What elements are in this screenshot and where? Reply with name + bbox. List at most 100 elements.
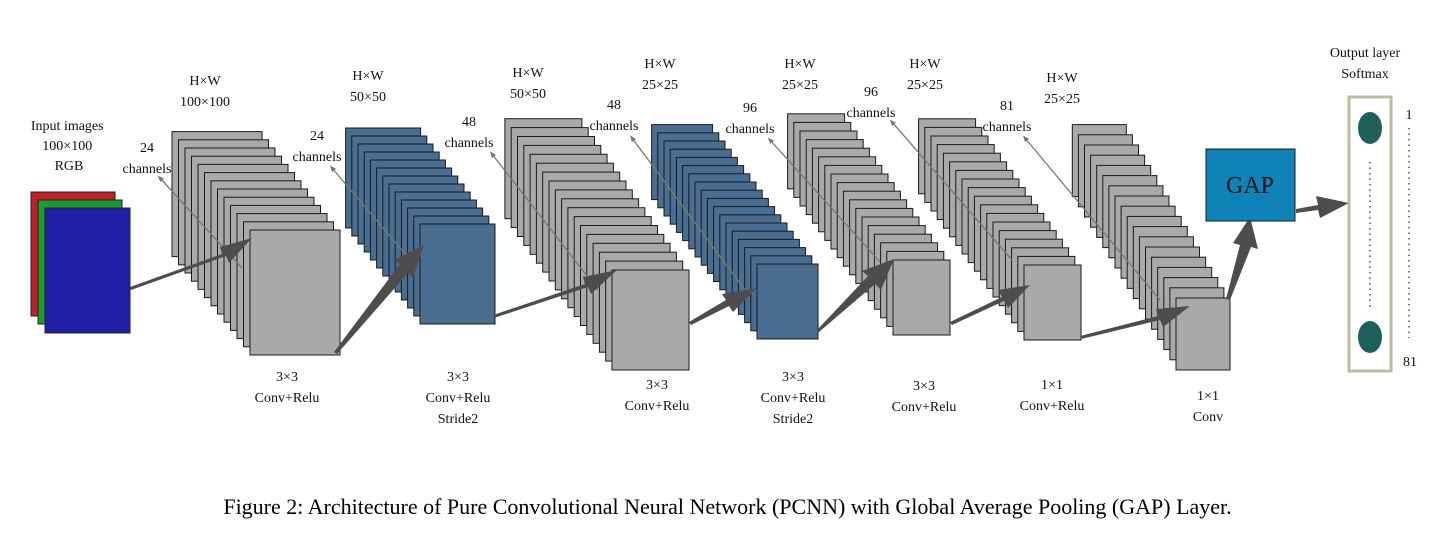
conv2-feature-maps (345, 127, 496, 325)
input-images: Input images 100×100 RGB (30, 119, 131, 334)
conv1-channels-line-2: channels (123, 162, 172, 177)
conv1-feature-map (249, 229, 341, 356)
channel-arrow-conv7 (1022, 135, 1161, 301)
conv4-channels-label: 48 channels (590, 98, 639, 134)
conv7-channels-line-2: channels (983, 120, 1032, 135)
output-layer: Output layer Softmax 1 81 (1330, 46, 1417, 373)
conv1-dims-label: H×W 100×100 (180, 74, 230, 110)
conv3-dims-line-1: H×W (512, 66, 544, 81)
conv2-channels-line-2: channels (293, 150, 342, 165)
conv6-feature-map (1023, 264, 1082, 341)
channels-labels: 24 channels 24 channels 48 channels 48 chann… (123, 85, 1032, 177)
conv7-channels-line-1: 81 (1000, 99, 1014, 114)
output-title: Output layer Softmax (1330, 46, 1401, 82)
dims-labels: H×W 100×100 H×W 50×50 H×W 50×50 H×W 25×25 H×… (180, 57, 1080, 110)
flow-arrow-conv2-conv3 (493, 270, 617, 318)
input-blue-channel (44, 207, 131, 334)
flow-arrows (130, 196, 1349, 354)
channel-arrow-conv6 (889, 119, 1013, 261)
channel-arrow-conv3 (490, 151, 599, 291)
conv6-channels-line-2: channels (847, 106, 896, 121)
conv4-dims-line-1: H×W (644, 57, 676, 72)
output-index-top: 1 (1406, 108, 1413, 123)
conv3-op-label: 3×3 Conv+Relu (625, 378, 690, 414)
input-label: Input images 100×100 RGB (31, 119, 107, 174)
conv2-dims-line-1: H×W (352, 69, 384, 84)
conv1-op-label: 3×3 Conv+Relu (255, 370, 320, 406)
conv2-op-line-1: 3×3 (447, 370, 469, 385)
conv2-dims-label: H×W 50×50 (350, 69, 386, 105)
conv2-dims-line-2: 50×50 (350, 90, 386, 105)
conv6-op-line-2: Conv+Relu (1020, 399, 1085, 414)
conv1-feature-maps (171, 131, 341, 356)
conv3-channels-label: 48 channels (445, 115, 494, 151)
conv1-dims-line-2: 100×100 (180, 95, 230, 110)
conv7-feature-map (1175, 297, 1231, 371)
gap-label: GAP (1226, 173, 1274, 199)
conv4-op-line-3: Stride2 (773, 412, 813, 427)
conv4-dims-line-2: 25×25 (642, 78, 678, 93)
conv3-channels-line-1: 48 (462, 115, 476, 130)
conv5-channels-line-2: channels (726, 122, 775, 137)
conv2-op-line-3: Stride2 (438, 412, 478, 427)
conv1-op-line-1: 3×3 (276, 370, 298, 385)
flow-arrow-conv3-conv4 (689, 288, 757, 325)
conv5-dims-label: H×W 25×25 (782, 57, 818, 93)
output-title-line-1: Output layer (1330, 46, 1401, 61)
channel-arrow-conv5 (767, 137, 881, 263)
flow-arrow-gap-output (1296, 196, 1349, 218)
channel-arrow-conv2 (329, 165, 413, 263)
conv6-dims-line-2: 25×25 (907, 78, 943, 93)
conv5-op-label: 3×3 Conv+Relu (892, 379, 957, 415)
output-node-81 (1358, 321, 1382, 353)
output-index-bottom: 81 (1403, 355, 1417, 370)
conv7-channels-label: 81 channels (983, 99, 1032, 135)
flow-arrow-conv4-conv5 (817, 259, 894, 332)
flow-arrow-conv6-conv7 (1080, 306, 1190, 339)
conv5-op-line-2: Conv+Relu (892, 400, 957, 415)
gap-box (1205, 148, 1296, 222)
flow-arrow-input-conv1 (130, 238, 252, 290)
conv5-channels-line-1: 96 (743, 101, 757, 116)
conv5-feature-map (892, 259, 951, 336)
conv4-channels-line-2: channels (590, 119, 639, 134)
conv7-dims-line-2: 25×25 (1044, 92, 1080, 107)
conv7-op-label: 1×1 Conv (1193, 389, 1223, 425)
conv6-dims-line-1: H×W (909, 57, 941, 72)
flow-arrow-conv7-gap (1226, 217, 1258, 300)
output-frame (1347, 95, 1393, 373)
conv5-op-line-1: 3×3 (913, 379, 935, 394)
conv1-dims-line-1: H×W (189, 74, 221, 89)
conv1-op-line-2: Conv+Relu (255, 391, 320, 406)
conv4-op-line-2: Conv+Relu (761, 391, 826, 406)
conv4-op-label: 3×3 Conv+Relu Stride2 (761, 370, 826, 427)
conv3-op-line-1: 3×3 (646, 378, 668, 393)
conv4-dims-label: H×W 25×25 (642, 57, 678, 93)
input-label-line-3: RGB (55, 159, 84, 174)
conv6-op-label: 1×1 Conv+Relu (1020, 378, 1085, 414)
conv6-dims-label: H×W 25×25 (907, 57, 943, 93)
conv1-channels-line-1: 24 (140, 141, 154, 156)
gap-layer: GAP (1205, 148, 1296, 222)
conv7-op-line-1: 1×1 (1197, 389, 1219, 404)
conv4-channels-line-1: 48 (607, 98, 621, 113)
conv6-feature-maps (918, 118, 1082, 341)
channel-arrow-conv4 (630, 135, 746, 291)
input-label-line-1: Input images (31, 119, 104, 134)
conv6-channels-line-1: 96 (864, 85, 878, 100)
operation-labels: 3×3 Conv+Relu 3×3 Conv+Relu Stride2 3×3 Conv… (255, 370, 1224, 427)
flow-arrow-conv1-conv2 (334, 245, 424, 354)
conv6-op-line-1: 1×1 (1041, 378, 1063, 393)
conv2-channels-label: 24 channels (293, 129, 342, 165)
conv3-dims-line-2: 50×50 (510, 87, 546, 102)
conv6-channels-label: 96 channels (847, 85, 896, 121)
conv5-channels-label: 96 channels (726, 101, 775, 137)
flow-arrow-conv5-conv6 (950, 285, 1030, 325)
channel-arrows (157, 119, 1161, 301)
output-title-line-2: Softmax (1341, 67, 1388, 82)
figure-caption: Figure 2: Architecture of Pure Convoluti… (223, 494, 1232, 519)
conv3-dims-label: H×W 50×50 (510, 66, 546, 102)
conv2-op-label: 3×3 Conv+Relu Stride2 (426, 370, 491, 427)
conv1-channels-label: 24 channels (123, 141, 172, 177)
